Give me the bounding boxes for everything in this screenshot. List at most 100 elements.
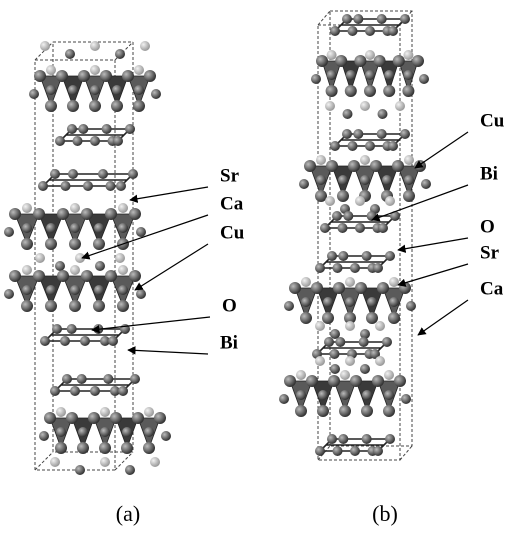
atom bbox=[134, 65, 144, 75]
atom bbox=[154, 412, 166, 424]
atom bbox=[67, 100, 79, 112]
atom bbox=[320, 223, 330, 233]
atom bbox=[340, 370, 350, 380]
atom bbox=[284, 301, 294, 311]
atom bbox=[350, 263, 360, 273]
arrow bbox=[415, 132, 468, 168]
atom bbox=[296, 390, 306, 400]
atom bbox=[133, 100, 145, 112]
atom bbox=[348, 160, 360, 172]
atom bbox=[364, 85, 376, 97]
atom bbox=[378, 223, 388, 233]
atom bbox=[34, 70, 46, 82]
atom bbox=[360, 364, 370, 374]
atom-label: O bbox=[480, 216, 495, 237]
atom bbox=[90, 65, 100, 75]
atom bbox=[125, 124, 135, 134]
atom bbox=[333, 446, 343, 456]
atom bbox=[90, 41, 100, 51]
atom bbox=[67, 324, 77, 334]
atom bbox=[330, 26, 340, 36]
atom bbox=[66, 412, 78, 424]
atom bbox=[345, 356, 355, 366]
atom bbox=[70, 223, 80, 233]
atom bbox=[81, 208, 93, 220]
atom bbox=[55, 442, 67, 454]
atom bbox=[384, 370, 394, 380]
atom bbox=[61, 181, 71, 191]
atom bbox=[335, 55, 347, 67]
atom bbox=[144, 407, 154, 417]
atom bbox=[316, 55, 328, 67]
atom-label: Cu bbox=[480, 110, 505, 131]
atom bbox=[93, 300, 105, 312]
arrow bbox=[398, 238, 468, 250]
atom bbox=[333, 282, 345, 294]
atom bbox=[350, 375, 362, 387]
atom bbox=[375, 356, 385, 366]
atom bbox=[354, 55, 366, 67]
atom bbox=[22, 265, 32, 275]
atom bbox=[346, 70, 356, 80]
atom bbox=[45, 300, 57, 312]
atom bbox=[403, 70, 413, 80]
arrow bbox=[135, 244, 208, 290]
atom bbox=[366, 312, 378, 324]
atom bbox=[306, 375, 318, 387]
atom bbox=[311, 74, 321, 84]
atom bbox=[359, 337, 369, 347]
atom bbox=[94, 285, 104, 295]
atom bbox=[39, 431, 49, 441]
atom bbox=[56, 407, 66, 417]
atom bbox=[38, 181, 48, 191]
atom bbox=[367, 211, 377, 221]
atom bbox=[406, 301, 416, 311]
atom bbox=[111, 100, 123, 112]
atom bbox=[90, 136, 100, 146]
atom bbox=[33, 270, 45, 282]
panel-caption: (b) bbox=[372, 501, 398, 526]
atom bbox=[129, 208, 141, 220]
atom bbox=[353, 129, 363, 139]
structures bbox=[4, 11, 431, 475]
atom bbox=[353, 14, 363, 24]
atom bbox=[326, 160, 338, 172]
atom-label: Sr bbox=[480, 242, 500, 263]
atom bbox=[296, 370, 306, 380]
atom bbox=[45, 100, 57, 112]
atom bbox=[365, 26, 375, 36]
atom bbox=[327, 50, 337, 60]
atom bbox=[327, 70, 337, 80]
atom bbox=[50, 169, 60, 179]
atom-label: Cu bbox=[220, 222, 245, 243]
atom bbox=[300, 312, 312, 324]
arrow bbox=[418, 300, 468, 335]
atom bbox=[340, 390, 350, 400]
atom bbox=[382, 175, 392, 185]
atom bbox=[377, 282, 389, 294]
atom bbox=[40, 41, 50, 51]
atom bbox=[328, 375, 340, 387]
atom bbox=[403, 190, 415, 202]
arrow bbox=[398, 264, 468, 285]
atom bbox=[105, 208, 117, 220]
atom bbox=[400, 129, 410, 139]
atom bbox=[75, 465, 85, 475]
atom bbox=[118, 386, 128, 396]
atom bbox=[338, 223, 348, 233]
arrow bbox=[128, 350, 208, 354]
atom bbox=[89, 100, 101, 112]
atom bbox=[40, 336, 50, 346]
atom bbox=[367, 297, 377, 307]
atom bbox=[144, 427, 154, 437]
atom bbox=[315, 263, 325, 273]
atom bbox=[100, 70, 112, 82]
atom bbox=[108, 336, 118, 346]
atom bbox=[77, 374, 87, 384]
atom bbox=[337, 190, 349, 202]
atom bbox=[365, 50, 375, 60]
atom bbox=[113, 136, 123, 146]
atom bbox=[316, 155, 326, 165]
atom bbox=[388, 312, 400, 324]
atom bbox=[370, 160, 382, 172]
